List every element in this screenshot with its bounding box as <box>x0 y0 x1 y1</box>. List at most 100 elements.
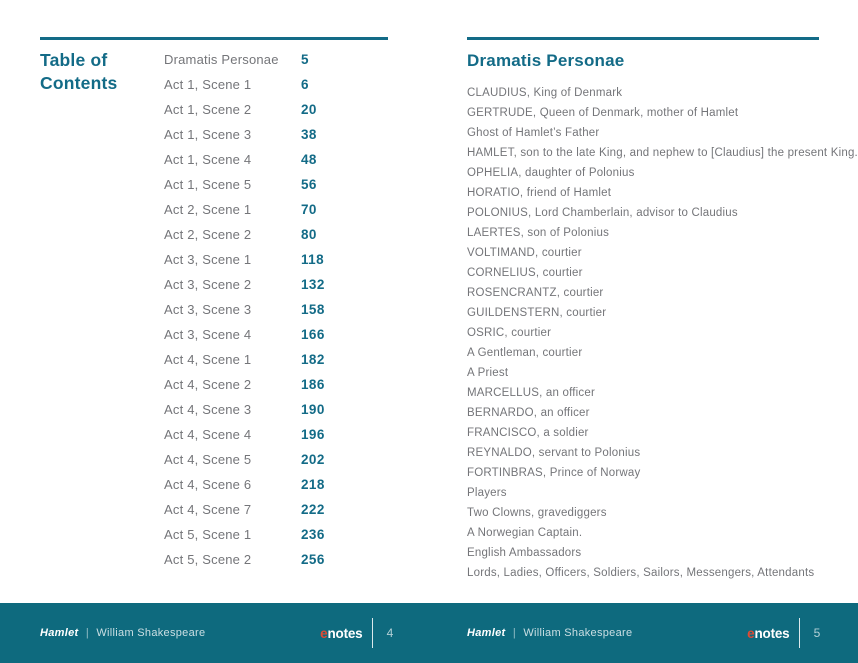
character-entry: ROSENCRANTZ, courtier <box>467 287 604 299</box>
toc-title-line1: Table of <box>40 50 108 70</box>
character-entry: Players <box>467 487 507 499</box>
footer-author: William Shakespeare <box>96 627 206 639</box>
toc-entry-page-number: 38 <box>301 127 317 142</box>
toc-entry-label: Act 2, Scene 2 <box>164 227 252 242</box>
footer-divider <box>371 618 373 648</box>
page-number: 4 <box>386 626 394 640</box>
character-entry: POLONIUS, Lord Chamberlain, advisor to C… <box>467 207 738 219</box>
enotes-logo-e: e <box>747 625 755 641</box>
footer-left-page: Hamlet | William Shakespeare enotes 4 <box>40 603 395 663</box>
toc-entry: Act 4, Scene 2 186 <box>164 372 390 397</box>
toc-entry-page-number: 158 <box>301 302 325 317</box>
toc-entry-page-number: 20 <box>301 102 317 117</box>
character-entry: GERTRUDE, Queen of Denmark, mother of Ha… <box>467 107 739 119</box>
toc-entry-page-number: 222 <box>301 502 325 517</box>
footer-book-author: Hamlet | William Shakespeare <box>40 627 205 639</box>
toc-entry: Act 2, Scene 1 70 <box>164 197 390 222</box>
toc-entry-label: Act 5, Scene 1 <box>164 527 252 542</box>
toc-entry-page-number: 132 <box>301 277 325 292</box>
toc-entry: Act 4, Scene 7 222 <box>164 497 390 522</box>
toc-entry-label: Act 5, Scene 2 <box>164 552 252 567</box>
toc-entry-page-number: 186 <box>301 377 325 392</box>
toc-entry-page-number: 118 <box>301 252 324 267</box>
character-entry: Lords, Ladies, Officers, Soldiers, Sailo… <box>467 567 815 579</box>
toc-entry-label: Act 1, Scene 2 <box>164 102 252 117</box>
toc-entry: Act 3, Scene 2 132 <box>164 272 390 297</box>
toc-entry-page-number: 70 <box>301 202 317 217</box>
toc-entry-page-number: 48 <box>301 152 317 167</box>
character-entry: A Norwegian Captain. <box>467 527 583 539</box>
character-entry: OPHELIA, daughter of Polonius <box>467 167 635 179</box>
character-entry: MARCELLUS, an officer <box>467 387 595 399</box>
toc-entry-label: Act 4, Scene 2 <box>164 377 252 392</box>
character-entry: HAMLET, son to the late King, and nephew… <box>467 147 858 159</box>
toc-entry-label: Dramatis Personae <box>164 52 279 67</box>
toc-title-line2: Contents <box>40 73 118 93</box>
character-entry: FRANCISCO, a soldier <box>467 427 589 439</box>
toc-entry: Act 5, Scene 2 256 <box>164 547 390 572</box>
toc-entry-page-number: 166 <box>301 327 325 342</box>
enotes-logo: enotes <box>320 625 363 641</box>
footer-divider <box>798 618 800 648</box>
character-entry: GUILDENSTERN, courtier <box>467 307 607 319</box>
toc-entry-page-number: 56 <box>301 177 317 192</box>
toc-entry-label: Act 1, Scene 3 <box>164 127 252 142</box>
toc-entry: Act 1, Scene 2 20 <box>164 97 390 122</box>
toc-entry-page-number: 182 <box>301 352 325 367</box>
character-list: CLAUDIUS, King of Denmark GERTRUDE, Queen… <box>467 83 858 583</box>
toc-entry: Act 4, Scene 1 182 <box>164 347 390 372</box>
toc-entry-label: Act 2, Scene 1 <box>164 202 252 217</box>
toc-entry: Act 3, Scene 3 158 <box>164 297 390 322</box>
character-entry: Ghost of Hamlet’s Father <box>467 127 600 139</box>
character-entry: VOLTIMAND, courtier <box>467 247 582 259</box>
enotes-logo: enotes <box>747 625 790 641</box>
toc-entry-label: Act 4, Scene 5 <box>164 452 252 467</box>
character-entry: BERNARDO, an officer <box>467 407 590 419</box>
toc-entry: Act 1, Scene 1 6 <box>164 72 390 97</box>
toc-entry-page-number: 196 <box>301 427 325 442</box>
toc-title: Table of Contents <box>40 49 117 95</box>
page-number: 5 <box>813 626 821 640</box>
dramatis-heading: Dramatis Personae <box>467 51 625 70</box>
toc-list: Dramatis Personae 5 Act 1, Scene 1 6 Act… <box>164 47 390 572</box>
toc-entry: Act 1, Scene 4 48 <box>164 147 390 172</box>
character-entry: REYNALDO, servant to Polonius <box>467 447 641 459</box>
toc-entry: Act 4, Scene 4 196 <box>164 422 390 447</box>
toc-entry-label: Act 3, Scene 2 <box>164 277 252 292</box>
toc-entry-label: Act 3, Scene 3 <box>164 302 252 317</box>
footer-author: William Shakespeare <box>523 627 633 639</box>
toc-entry-label: Act 4, Scene 4 <box>164 427 252 442</box>
toc-entry-page-number: 5 <box>301 52 309 67</box>
dramatis-top-rule <box>467 37 819 40</box>
character-entry: A Priest <box>467 367 509 379</box>
toc-entry-label: Act 3, Scene 1 <box>164 252 252 267</box>
toc-entry: Act 1, Scene 3 38 <box>164 122 390 147</box>
character-entry: Two Clowns, gravediggers <box>467 507 607 519</box>
toc-entry-label: Act 4, Scene 1 <box>164 352 252 367</box>
footer-right-page: Hamlet | William Shakespeare enotes 5 <box>467 603 822 663</box>
toc-entry-page-number: 80 <box>301 227 317 242</box>
character-entry: English Ambassadors <box>467 547 582 559</box>
footer-book-author: Hamlet | William Shakespeare <box>467 627 632 639</box>
character-entry: LAERTES, son of Polonius <box>467 227 610 239</box>
toc-entry: Act 4, Scene 3 190 <box>164 397 390 422</box>
toc-entry-label: Act 4, Scene 6 <box>164 477 252 492</box>
toc-entry: Act 3, Scene 4 166 <box>164 322 390 347</box>
toc-entry: Act 4, Scene 6 218 <box>164 472 390 497</box>
character-entry: HORATIO, friend of Hamlet <box>467 187 612 199</box>
toc-entry-label: Act 4, Scene 3 <box>164 402 252 417</box>
footer-band: Hamlet | William Shakespeare enotes 4 Ha… <box>0 603 858 663</box>
toc-entry-page-number: 6 <box>301 77 309 92</box>
enotes-logo-e: e <box>320 625 328 641</box>
toc-entry-label: Act 1, Scene 1 <box>164 77 252 92</box>
toc-entry-page-number: 202 <box>301 452 325 467</box>
toc-entry-page-number: 218 <box>301 477 325 492</box>
toc-entry: Act 3, Scene 1 118 <box>164 247 390 272</box>
character-entry: FORTINBRAS, Prince of Norway <box>467 467 641 479</box>
toc-entry-page-number: 256 <box>301 552 325 567</box>
toc-entry: Act 4, Scene 5 202 <box>164 447 390 472</box>
toc-entry-label: Act 3, Scene 4 <box>164 327 252 342</box>
footer-separator: | <box>512 627 517 639</box>
footer-meta: enotes 4 <box>320 618 395 648</box>
